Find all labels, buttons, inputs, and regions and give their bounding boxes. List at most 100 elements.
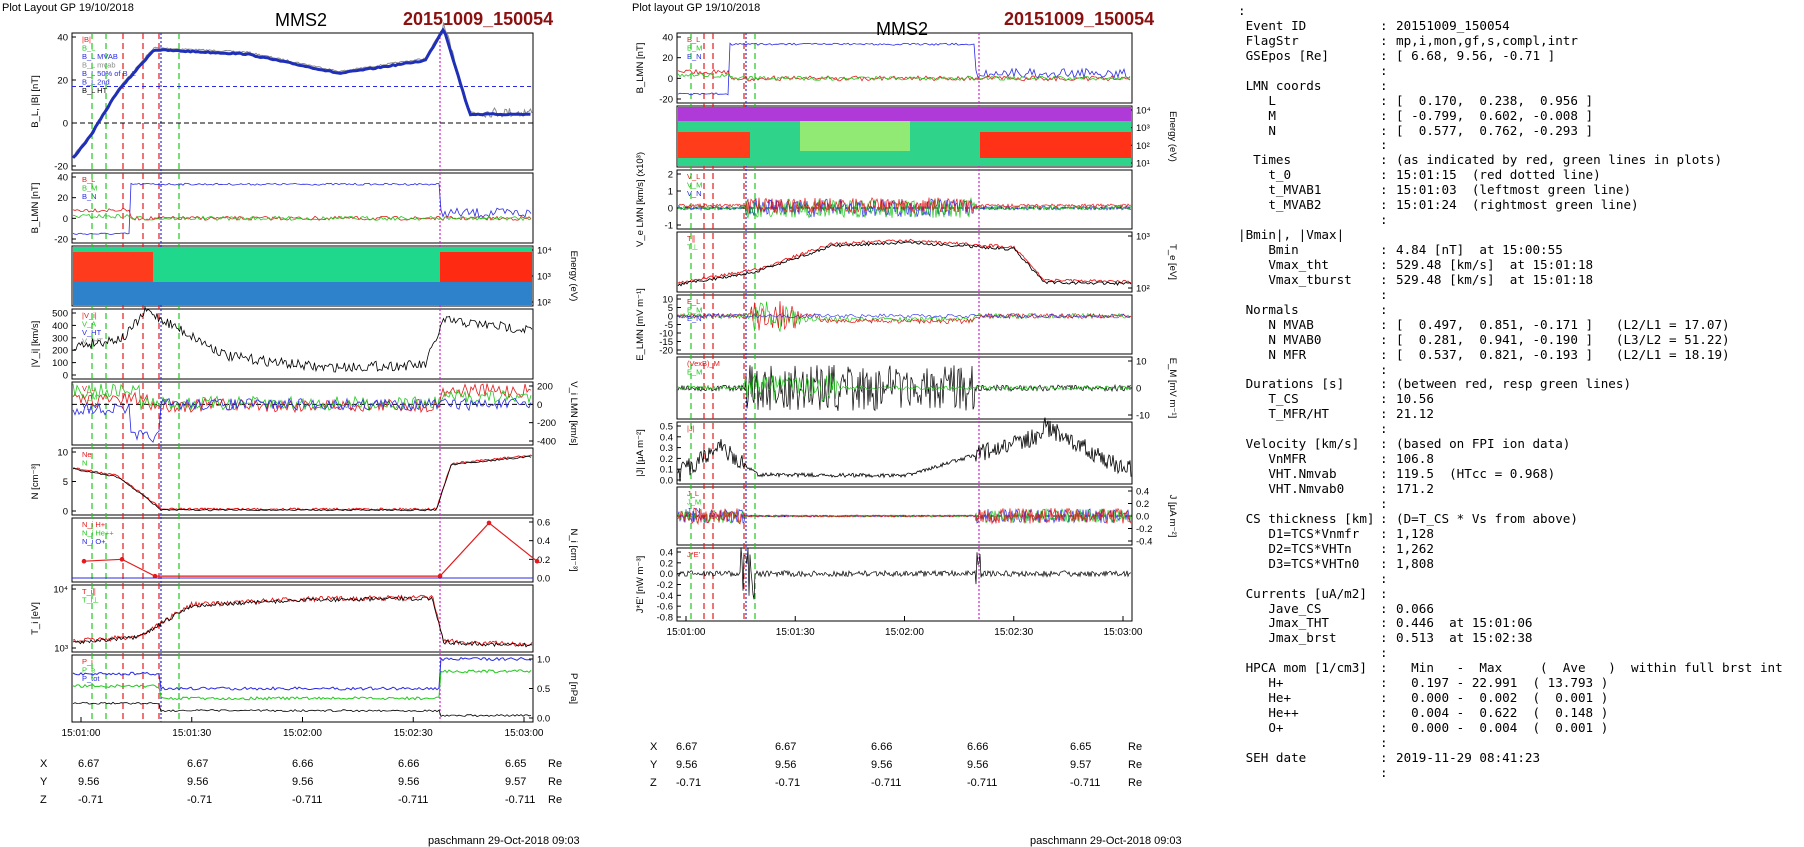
info-colon: : [1380, 391, 1388, 407]
info-value: [ 0.577, 0.762, -0.293 ] [1396, 122, 1594, 138]
left-panel-frame-0 [71, 32, 534, 171]
middle-ylabel: E_LMN [mV m⁻¹] [635, 288, 646, 361]
left-ni-point [152, 573, 158, 579]
left-ytick-label: 10² [537, 298, 551, 309]
info-key: Times [1238, 152, 1292, 168]
info-value: (as indicated by red, green lines in plo… [1396, 152, 1723, 168]
info-colon: : [1380, 137, 1388, 153]
left-xtick-label: 15:01:30 [172, 728, 211, 739]
left-ni-point [437, 573, 443, 579]
middle-ylabel: |J| [μA m⁻²] [635, 429, 646, 477]
left-spectrogram-msh2 [440, 252, 532, 282]
left-ytick-label: 20 [57, 193, 68, 204]
info-key: H+ [1238, 675, 1284, 691]
middle-ylabel: J*E' [nW m⁻³] [635, 556, 646, 614]
middle-ytick-label: 40 [662, 33, 673, 44]
info-row: Bmin:4.84 [nT] at 15:00:55 [1238, 242, 1798, 258]
info-key: D1=TCS*Vnmfr [1238, 525, 1360, 541]
info-row: VnMFR:106.8 [1238, 451, 1798, 467]
info-colon: : [1380, 660, 1388, 676]
middle-ytick-label: 0 [1136, 384, 1141, 395]
middle-legend-entry: V_M [687, 181, 702, 190]
middle-ytick-label: 10¹ [1136, 159, 1150, 170]
info-value: 106.8 [1396, 451, 1434, 467]
coord-value: 6.65 [505, 758, 527, 770]
left-ylabel: B_L, |B| [nT] [30, 75, 41, 127]
left-ytick-label: 300 [52, 333, 68, 344]
coord-value: 9.56 [78, 776, 100, 788]
left-legend-entry: B_N [82, 192, 97, 201]
left-spectrogram-low [73, 282, 532, 305]
left-ti-perp-trace [72, 595, 533, 648]
info-row: L: [ 0.170, 0.238, 0.956 ] [1238, 92, 1798, 109]
info-row: Currents [uA/m2]: [1238, 585, 1798, 602]
info-row: N MVAB: [ 0.497, 0.851, -0.171 ] (L2/L1 =… [1238, 317, 1798, 333]
left-ytick-label: 5 [63, 477, 68, 488]
coord-unit: Re [1128, 777, 1143, 789]
info-row: Vmax_tburst:529.48 [km/s] at 15:01:18 [1238, 271, 1798, 288]
info-row: D1=TCS*Vnmfr:1,128 [1238, 525, 1798, 542]
info-key: T_MFR/HT [1238, 406, 1329, 422]
middle-ytick-label: 10² [1136, 284, 1150, 295]
info-colon: : [1380, 645, 1388, 661]
middle-xtick-label: 15:02:30 [994, 627, 1033, 638]
info-row: FlagStr: mp,i,mon,gf,s,compl,intr [1238, 32, 1798, 49]
info-row: He++: 0.004 - 0.622 ( 0.148 ) [1238, 705, 1798, 721]
left-ytick-label: 0.5 [537, 684, 550, 695]
left-panel-frame-1 [71, 172, 534, 244]
coord-axis-label: Y [40, 776, 48, 788]
coord-axis-label: Z [650, 777, 657, 789]
left-spacecraft-title: MMS2 [275, 10, 328, 30]
info-key: Vmax_tht [1238, 256, 1329, 272]
left-n-trace [72, 455, 532, 512]
left-ytick-label: -200 [537, 418, 556, 429]
info-row: Normals: [1238, 302, 1798, 318]
info-colon: : [1380, 331, 1388, 347]
coord-value: -0.711 [871, 777, 902, 789]
info-value: 0.000 - 0.004 ( 0.001 ) [1396, 720, 1609, 735]
middle-vexb-trace [677, 364, 1132, 412]
middle-ytick-label: -15 [659, 337, 673, 348]
info-row: : [1238, 496, 1798, 512]
info-value: 15:01:15 (red dotted line) [1396, 167, 1601, 183]
info-value: (D=T_CS * Vs from above) [1396, 510, 1578, 526]
left-panel-frame-3 [71, 308, 534, 380]
middle-electron-spectrogram [678, 107, 1131, 166]
left-vn-trace [72, 397, 532, 443]
info-key: CS thickness [km] [1238, 510, 1375, 526]
middle-ytick-label: 0 [668, 74, 673, 85]
info-colon: : [1380, 92, 1388, 108]
info-value: 0.446 at 15:01:06 [1396, 615, 1533, 631]
info-key: Vmax_tburst [1238, 271, 1352, 287]
middle-vm-trace [677, 197, 1132, 219]
left-ion-spectrogram [73, 247, 532, 305]
left-ylabel: N [cm⁻³] [30, 464, 41, 500]
left-pb-trace [72, 701, 532, 718]
info-key: T_CS [1238, 391, 1299, 407]
info-row: : [1238, 212, 1798, 228]
middle-ylabel: V_e LMN [km/s] (x10³) [635, 152, 646, 247]
info-colon: : [1380, 510, 1388, 526]
info-row: Event ID:20151009_150054 [1238, 18, 1798, 34]
coord-value: -0.71 [78, 794, 104, 806]
info-row: |Bmin|, |Vmax| [1238, 227, 1798, 243]
left-legend-entry: P_e [82, 666, 95, 675]
info-colon: : [1380, 734, 1388, 750]
coord-unit: Re [548, 794, 563, 806]
left-ytick-label: -20 [54, 162, 68, 173]
middle-legend-entry: E_M [687, 368, 702, 377]
info-key: Currents [uA/m2] [1238, 585, 1367, 601]
left-ytick-label: 0.2 [537, 555, 550, 566]
info-colon: : [1380, 32, 1388, 48]
info-colon: : [1380, 525, 1388, 541]
info-colon: : [1380, 466, 1388, 482]
middle-legend-entry: V_L [687, 172, 700, 181]
info-row: D3=TCS*VHTn0:1,808 [1238, 556, 1798, 572]
middle-vl-trace [677, 197, 1132, 214]
info-row: Durations [s]: (between red, resp green l… [1238, 376, 1798, 392]
middle-em-meas-trace [677, 372, 1132, 403]
left-legend-entry: T_i∥ [82, 587, 96, 596]
info-value: 10.56 [1396, 391, 1434, 407]
left-ytick-label: 0 [63, 507, 68, 518]
coord-value: -0.711 [292, 794, 323, 806]
